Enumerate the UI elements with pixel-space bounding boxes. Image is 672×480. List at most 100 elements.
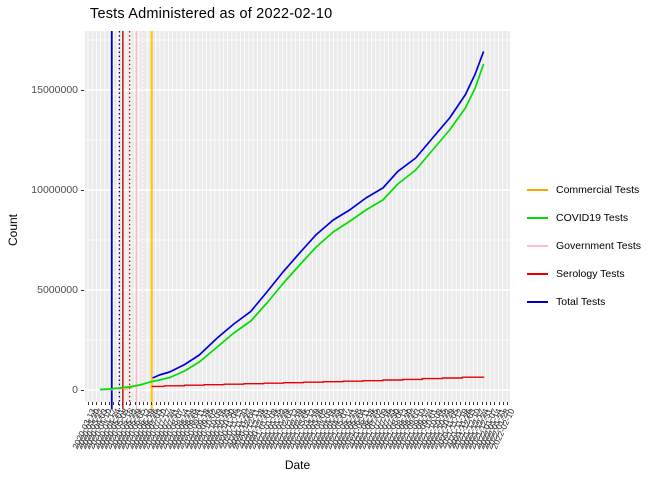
x-tick-mark bbox=[426, 402, 428, 405]
legend-key-line bbox=[527, 245, 548, 247]
x-tick-mark bbox=[223, 402, 225, 405]
x-tick-mark bbox=[337, 402, 339, 405]
x-tick-mark bbox=[155, 402, 157, 405]
x-tick-mark bbox=[494, 402, 496, 405]
x-tick-mark bbox=[278, 402, 280, 405]
legend-key-line bbox=[527, 217, 548, 219]
x-tick-mark bbox=[126, 402, 128, 405]
x-tick-mark bbox=[295, 402, 297, 405]
legend-label: Total Tests bbox=[556, 296, 606, 308]
x-tick-mark bbox=[117, 402, 119, 405]
x-tick-mark bbox=[371, 402, 373, 405]
x-tick-mark bbox=[253, 402, 255, 405]
x-tick-mark bbox=[100, 402, 102, 405]
x-tick-mark bbox=[490, 402, 492, 405]
x-tick-mark bbox=[299, 402, 301, 405]
x-tick-mark bbox=[181, 402, 183, 405]
legend-key-line bbox=[527, 189, 548, 191]
x-tick-mark bbox=[147, 402, 149, 405]
legend-label: Serology Tests bbox=[556, 268, 625, 280]
x-tick-mark bbox=[308, 402, 310, 405]
x-tick-mark bbox=[261, 402, 263, 405]
x-tick-mark bbox=[358, 402, 360, 405]
x-tick-mark bbox=[176, 402, 178, 405]
x-tick-mark bbox=[477, 402, 479, 405]
x-tick-mark bbox=[104, 402, 106, 405]
x-tick-mark bbox=[316, 402, 318, 405]
y-tick-label: 5000000 bbox=[37, 284, 78, 296]
y-tick-mark bbox=[81, 290, 84, 291]
x-tick-mark bbox=[473, 402, 475, 405]
x-tick-mark bbox=[189, 402, 191, 405]
x-tick-mark bbox=[219, 402, 221, 405]
y-tick-label: 15000000 bbox=[31, 84, 78, 96]
plot-panel bbox=[85, 31, 510, 409]
legend-label: COVID19 Tests bbox=[556, 212, 629, 224]
x-tick-mark bbox=[202, 402, 204, 405]
x-tick-mark bbox=[422, 402, 424, 405]
x-tick-mark bbox=[460, 402, 462, 405]
x-tick-mark bbox=[481, 402, 483, 405]
x-tick-mark bbox=[198, 402, 200, 405]
x-tick-mark bbox=[143, 402, 145, 405]
x-tick-mark bbox=[286, 402, 288, 405]
y-tick-mark bbox=[81, 390, 84, 391]
legend-entry: Commercial Tests bbox=[527, 176, 641, 204]
x-tick-mark bbox=[405, 402, 407, 405]
legend-entry: Government Tests bbox=[527, 232, 641, 260]
x-tick-mark bbox=[354, 402, 356, 405]
x-tick-mark bbox=[451, 402, 453, 405]
x-tick-mark bbox=[236, 402, 238, 405]
x-tick-mark bbox=[274, 402, 276, 405]
x-tick-mark bbox=[168, 402, 170, 405]
x-tick-mark bbox=[214, 402, 216, 405]
x-tick-mark bbox=[303, 402, 305, 405]
x-tick-mark bbox=[269, 402, 271, 405]
x-tick-mark bbox=[92, 402, 94, 405]
x-tick-mark bbox=[291, 402, 293, 405]
x-tick-mark bbox=[485, 402, 487, 405]
x-tick-mark bbox=[507, 402, 508, 405]
x-tick-mark bbox=[396, 402, 398, 405]
x-tick-mark bbox=[248, 402, 250, 405]
y-tick-label: 10000000 bbox=[31, 184, 78, 196]
x-tick-mark bbox=[346, 402, 348, 405]
x-tick-mark bbox=[430, 402, 432, 405]
x-tick-mark bbox=[498, 402, 500, 405]
x-tick-mark bbox=[392, 402, 394, 405]
x-tick-mark bbox=[418, 402, 420, 405]
x-tick-mark bbox=[185, 402, 187, 405]
series-total-tests bbox=[152, 51, 485, 379]
x-tick-mark bbox=[341, 402, 343, 405]
legend-key-line bbox=[527, 301, 548, 303]
x-tick-mark bbox=[333, 402, 335, 405]
x-tick-mark bbox=[320, 402, 322, 405]
x-tick-mark bbox=[121, 402, 123, 405]
x-tick-mark bbox=[312, 402, 314, 405]
x-tick-mark bbox=[113, 402, 115, 405]
x-tick-mark bbox=[88, 402, 89, 405]
x-tick-mark bbox=[244, 402, 246, 405]
x-tick-mark bbox=[464, 402, 466, 405]
x-tick-mark bbox=[350, 402, 352, 405]
x-tick-mark bbox=[164, 402, 166, 405]
x-tick-mark bbox=[413, 402, 415, 405]
x-tick-mark bbox=[159, 402, 161, 405]
legend: Commercial Tests COVID19 Tests Government … bbox=[527, 176, 641, 316]
x-tick-mark bbox=[409, 402, 411, 405]
x-axis-title: Date bbox=[284, 458, 311, 472]
y-tick-mark bbox=[81, 190, 84, 191]
x-tick-mark bbox=[329, 402, 331, 405]
x-tick-mark bbox=[210, 402, 212, 405]
y-tick-label: 0 bbox=[72, 384, 78, 396]
x-tick-mark bbox=[138, 402, 140, 405]
x-tick-mark bbox=[380, 402, 382, 405]
x-tick-mark bbox=[265, 402, 267, 405]
x-tick-mark bbox=[231, 402, 233, 405]
x-tick-mark bbox=[240, 402, 242, 405]
x-tick-mark bbox=[363, 402, 365, 405]
x-tick-mark bbox=[134, 402, 136, 405]
x-tick-mark bbox=[130, 402, 132, 405]
plot-canvas bbox=[85, 31, 510, 409]
